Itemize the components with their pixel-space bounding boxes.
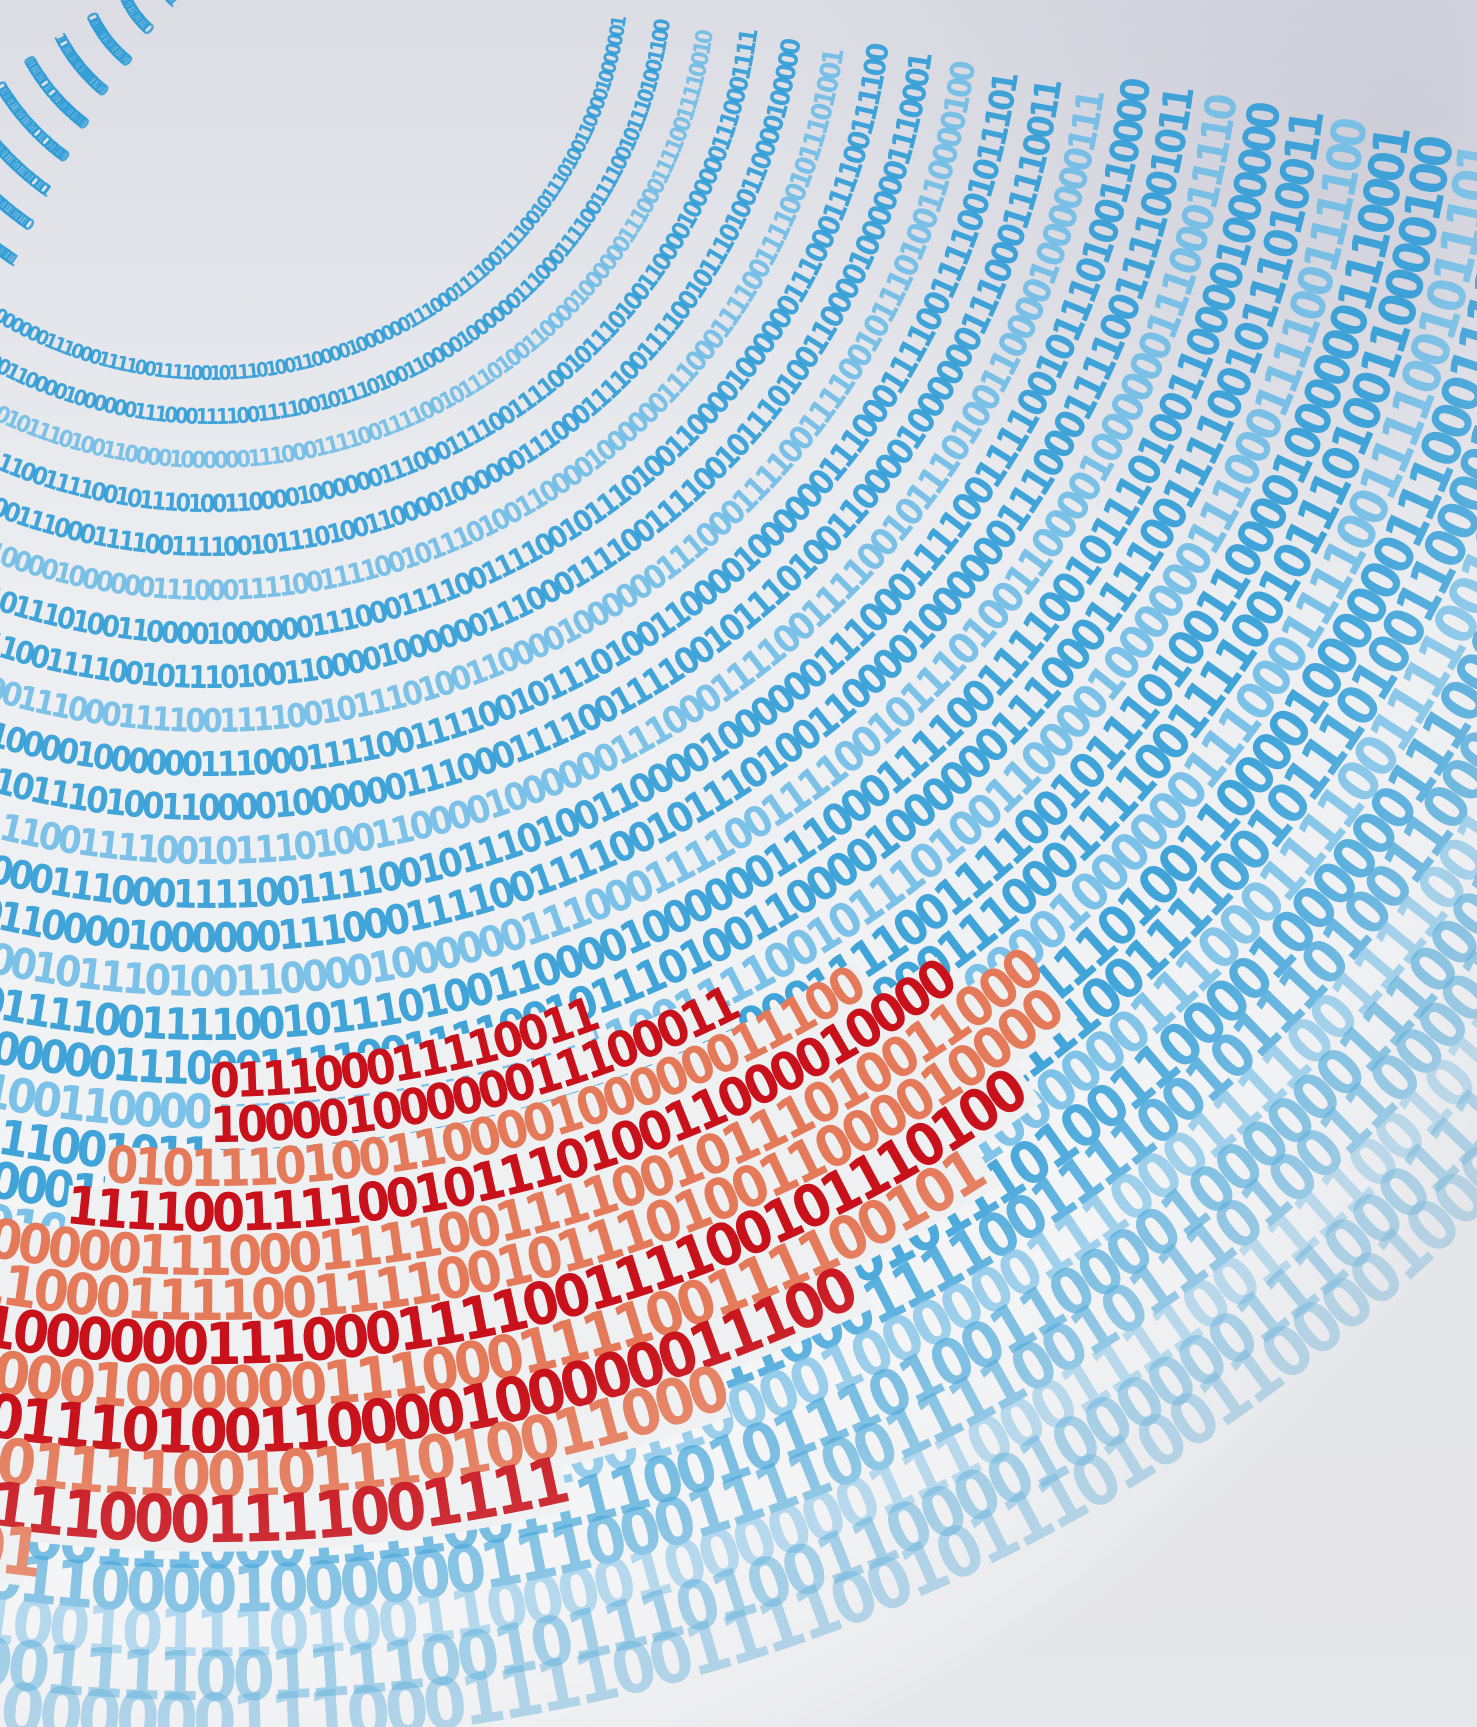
illustration-canvas: 1100101110001111001111001000000111000111… (0, 0, 1477, 1727)
sphere-shading (0, 0, 1477, 1727)
binary-globe: 1100101110001111001111001000000111000111… (0, 0, 1477, 1727)
